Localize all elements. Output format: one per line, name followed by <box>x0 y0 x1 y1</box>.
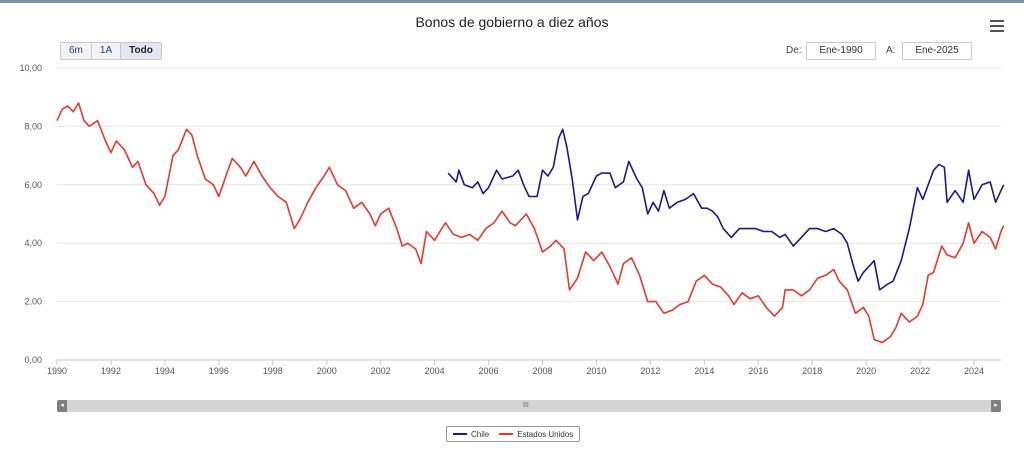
series-lines <box>56 102 1005 344</box>
x-tick-label: 1996 <box>209 366 229 376</box>
from-date-input[interactable]: Ene-1990 <box>806 42 876 60</box>
legend-label-usa: Estados Unidos <box>517 429 574 439</box>
x-tick-label: 2024 <box>964 366 984 376</box>
range-button-todo[interactable]: Todo <box>121 43 161 59</box>
y-tick-label: 0,00 <box>24 355 42 365</box>
to-date-input[interactable]: Ene-2025 <box>902 42 972 60</box>
y-tick-label: 8,00 <box>24 121 42 131</box>
top-border <box>0 0 1024 3</box>
x-tick-label: 2012 <box>640 366 660 376</box>
chart-title: Bonos de gobierno a diez años <box>415 14 609 30</box>
series-line-chile[interactable] <box>447 128 1005 291</box>
x-tick-label: 1994 <box>155 366 175 376</box>
legend-item-chile[interactable]: Chile <box>453 430 489 439</box>
legend-item-usa[interactable]: Estados Unidos <box>499 430 573 439</box>
x-tick-label: 2002 <box>371 366 391 376</box>
y-tick-label: 10,00 <box>19 63 42 73</box>
legend: Chile Estados Unidos <box>446 426 581 442</box>
y-tick-label: 2,00 <box>24 297 42 307</box>
legend-swatch-chile <box>453 433 467 435</box>
x-tick-label: 2020 <box>856 366 876 376</box>
range-button-6m[interactable]: 6m <box>61 43 92 59</box>
x-axis-ticks: 1990 1992 1994 1996 1998 2000 2002 2004 2006 2008… <box>47 360 984 376</box>
navigator-scrollbar[interactable]: ◂ III ▸ <box>57 400 1001 412</box>
x-tick-label: 2006 <box>479 366 499 376</box>
navigator-grip[interactable]: III <box>523 402 529 409</box>
from-label: De: <box>786 45 802 56</box>
x-tick-label: 1992 <box>101 366 121 376</box>
x-tick-label: 1998 <box>263 366 283 376</box>
x-tick-label: 2000 <box>317 366 337 376</box>
x-tick-label: 2016 <box>748 366 768 376</box>
hamburger-menu-icon[interactable] <box>990 20 1004 32</box>
y-axis-ticks: 0,00 2,00 4,00 6,00 8,00 10,00 <box>19 63 42 365</box>
legend-swatch-usa <box>499 433 514 435</box>
y-tick-label: 4,00 <box>24 238 42 248</box>
x-tick-label: 2014 <box>694 366 714 376</box>
x-tick-label: 2018 <box>802 366 822 376</box>
series-line-usa[interactable] <box>56 102 1005 344</box>
x-tick-label: 1990 <box>47 366 67 376</box>
y-tick-label: 6,00 <box>24 180 42 190</box>
navigator-left-handle[interactable]: ◂ <box>57 400 67 412</box>
x-tick-label: 2022 <box>910 366 930 376</box>
grid-lines <box>57 67 1001 361</box>
x-tick-label: 2008 <box>532 366 552 376</box>
range-selector: 6m 1A Todo <box>60 42 162 60</box>
legend-label-chile: Chile <box>471 429 490 439</box>
to-label: A: <box>886 45 896 56</box>
range-button-1a[interactable]: 1A <box>91 43 122 59</box>
navigator-right-handle[interactable]: ▸ <box>991 400 1001 412</box>
x-tick-label: 2010 <box>586 366 606 376</box>
x-tick-label: 2004 <box>425 366 445 376</box>
